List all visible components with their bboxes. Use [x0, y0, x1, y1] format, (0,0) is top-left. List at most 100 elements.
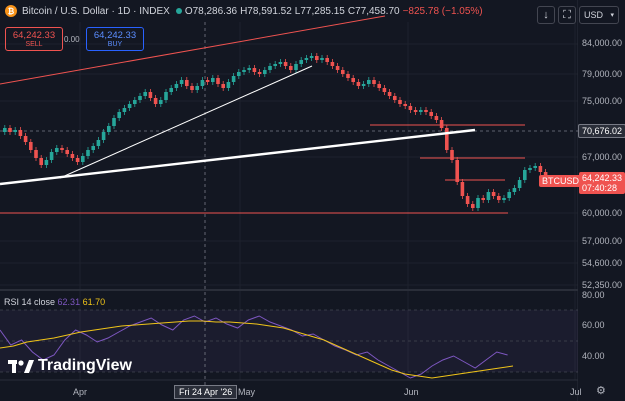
- candle-body: [211, 78, 215, 82]
- candle-body: [268, 66, 272, 70]
- sell-button[interactable]: 64,242.33 SELL: [5, 27, 63, 51]
- candle-body: [523, 170, 527, 180]
- spread-value: 0.00: [64, 35, 80, 44]
- candle-body: [289, 66, 293, 70]
- candle-body: [81, 156, 85, 162]
- candle-body: [86, 150, 90, 156]
- candle-body: [476, 198, 480, 208]
- candle-body: [502, 198, 506, 200]
- inner-trendline[interactable]: [59, 65, 313, 179]
- candle-body: [190, 86, 194, 90]
- candle-body: [393, 96, 397, 100]
- support-trendline[interactable]: [0, 128, 476, 186]
- candle-body: [398, 100, 402, 104]
- candle-body: [471, 204, 475, 208]
- candle-body: [372, 80, 376, 84]
- crosshair-price-tag: 70,676.02: [578, 124, 625, 138]
- last-price-tag: 64,242.33 07:40:28: [579, 172, 625, 194]
- legend-header: ₿ Bitcoin / U.S. Dollar · 1D · INDEX O78…: [0, 0, 578, 22]
- candle-body: [60, 148, 64, 150]
- candle-body: [39, 158, 43, 165]
- candle-body: [179, 80, 184, 84]
- candle-body: [491, 192, 496, 196]
- candle-body: [387, 92, 392, 96]
- candle-body: [330, 62, 335, 66]
- candle-body: [517, 180, 522, 188]
- candle-body: [486, 192, 491, 200]
- currency-select[interactable]: USD ▾: [579, 6, 619, 24]
- candle-body: [185, 80, 189, 86]
- candle-body: [450, 150, 454, 160]
- candle-body: [143, 92, 147, 96]
- symbol-title[interactable]: Bitcoin / U.S. Dollar · 1D · INDEX: [22, 5, 170, 17]
- candle-body: [257, 72, 262, 74]
- candle-body: [424, 110, 428, 112]
- candle-body: [325, 58, 329, 62]
- candle-body: [49, 152, 54, 160]
- candle-body: [55, 148, 59, 152]
- candle-body: [408, 106, 413, 110]
- candle-body: [29, 142, 33, 150]
- price-label: 79,000.00: [582, 69, 623, 79]
- price-label: 84,000.00: [582, 38, 623, 48]
- ohlc-close: C77,458.70: [347, 5, 400, 17]
- rsi-axis-label: 40.00: [582, 351, 605, 361]
- candle-body: [481, 198, 485, 200]
- last-price: 64,242.33: [582, 173, 623, 183]
- candle-body: [23, 136, 28, 142]
- candle-body: [377, 84, 381, 88]
- fullscreen-icon[interactable]: ⛶: [558, 6, 576, 24]
- rsi-legend[interactable]: RSI 14 close 62.31 61.70: [4, 297, 105, 307]
- candle-body: [382, 88, 387, 92]
- buy-button[interactable]: 64,242.33 BUY: [86, 27, 144, 51]
- candle-body: [221, 84, 225, 88]
- brand-name: TradingView: [38, 357, 132, 374]
- candle-body: [445, 128, 449, 150]
- candle-body: [335, 66, 340, 70]
- time-label-may: May: [238, 387, 256, 397]
- rsi-ma-line: [0, 320, 514, 379]
- price-label: 52,350.00: [582, 280, 623, 290]
- candle-body: [159, 100, 163, 104]
- price-label: 75,000.00: [582, 96, 623, 106]
- ohlc-open: O78,286.36: [184, 5, 238, 17]
- candle-body: [367, 80, 371, 84]
- candle-body: [169, 88, 173, 92]
- candle-body: [283, 62, 288, 66]
- candle-body: [315, 56, 319, 60]
- candle-body: [538, 166, 543, 172]
- price-chart[interactable]: [0, 0, 578, 401]
- price-label: 67,000.00: [582, 152, 623, 162]
- gear-icon[interactable]: ⚙: [596, 385, 606, 397]
- chevron-down-icon: ▾: [610, 12, 614, 19]
- candle-body: [101, 132, 106, 140]
- tradingview-logo[interactable]: TradingView: [8, 357, 132, 375]
- candle-body: [341, 70, 345, 74]
- candle-body: [273, 64, 277, 66]
- candle-body: [528, 168, 532, 170]
- candle-body: [320, 58, 324, 60]
- buy-price: 64,242.33: [93, 30, 137, 41]
- candle-body: [127, 104, 132, 108]
- candle-body: [107, 126, 111, 132]
- resistance-trendline[interactable]: [0, 15, 386, 85]
- candle-body: [278, 62, 283, 64]
- tradingview-mark-icon: [8, 360, 34, 373]
- download-icon[interactable]: ↓: [537, 6, 555, 24]
- candle-body: [65, 150, 69, 154]
- sell-price: 64,242.33: [12, 30, 56, 41]
- candle-body: [200, 80, 205, 86]
- rsi-axis-label: 60.00: [582, 320, 605, 330]
- candle-body: [439, 120, 444, 128]
- candle-body: [533, 166, 537, 168]
- candle-body: [3, 128, 7, 132]
- candle-body: [44, 160, 49, 165]
- candle-body: [195, 86, 199, 90]
- candle-body: [263, 70, 267, 74]
- candle-body: [96, 140, 101, 146]
- candle-body: [34, 150, 38, 158]
- candle-body: [122, 108, 127, 112]
- candle-body: [133, 100, 137, 104]
- candle-body: [294, 64, 298, 70]
